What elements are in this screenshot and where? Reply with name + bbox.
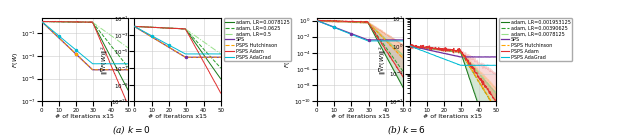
- Legend: adam, LR=0.001953125, adam, LR=0.00390625, adam, LR=0.0078125, SPS, PSPS Hutchin: adam, LR=0.001953125, adam, LR=0.0039062…: [499, 18, 572, 61]
- Text: (b) $k=6$: (b) $k=6$: [387, 123, 426, 136]
- X-axis label: # of Iterations x15: # of Iterations x15: [331, 114, 389, 119]
- X-axis label: # of Iterations x15: # of Iterations x15: [424, 114, 482, 119]
- Text: (a) $k=0$: (a) $k=0$: [112, 123, 150, 136]
- Y-axis label: $F(W)$: $F(W)$: [10, 52, 20, 68]
- X-axis label: # of Iterations x15: # of Iterations x15: [148, 114, 207, 119]
- Y-axis label: $\|\nabla F(W)\|^2$: $\|\nabla F(W)\|^2$: [100, 45, 110, 75]
- Y-axis label: $\|\nabla F(W)\|^2$: $\|\nabla F(W)\|^2$: [378, 45, 388, 75]
- Y-axis label: $F(W)$: $F(W)$: [283, 52, 292, 68]
- Legend: adam, LR=0.0078125, adam, LR=0.0625, adam, LR=0.5, SPS, PSPS Hutchinson, PSPS Ad: adam, LR=0.0078125, adam, LR=0.0625, ada…: [224, 18, 291, 61]
- X-axis label: # of Iterations x15: # of Iterations x15: [56, 114, 114, 119]
